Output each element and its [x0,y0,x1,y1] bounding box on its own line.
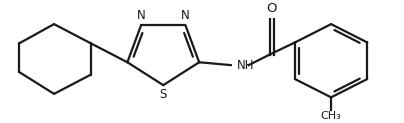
Text: N: N [181,9,190,22]
Text: CH₃: CH₃ [321,111,341,121]
Text: S: S [160,88,167,101]
Text: N: N [137,9,145,22]
Text: NH: NH [237,59,254,72]
Text: O: O [266,2,277,15]
